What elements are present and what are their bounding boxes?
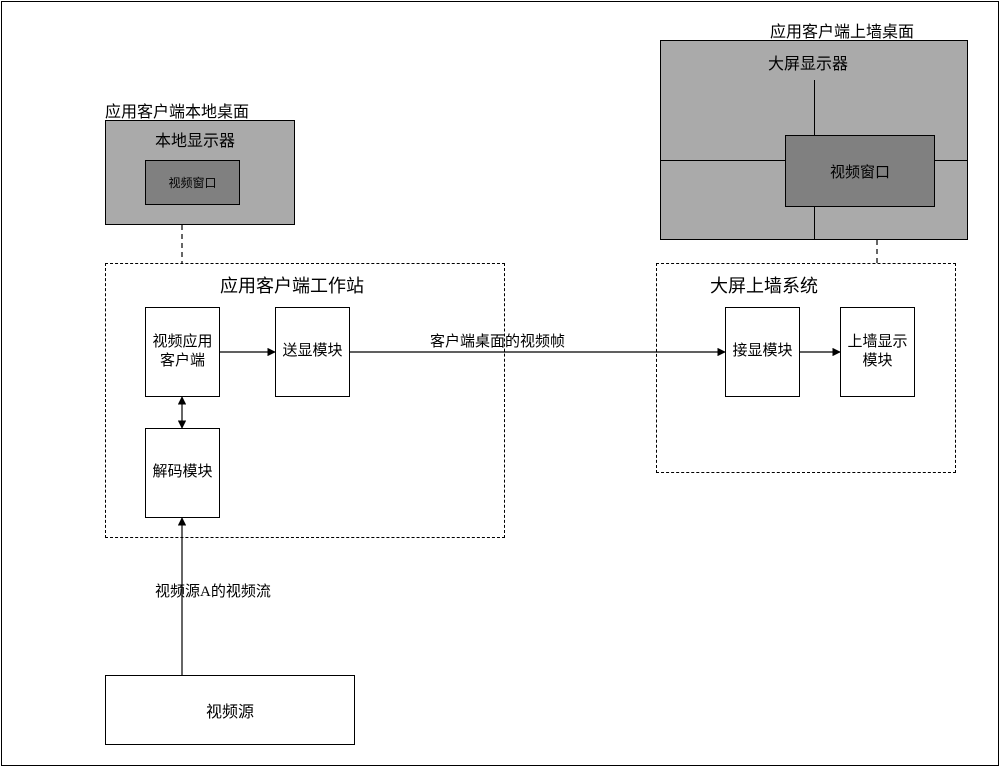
video-source-box: 视频源 <box>105 675 355 745</box>
wall-system-title: 大屏上墙系统 <box>710 272 818 298</box>
video-source-label: 视频源 <box>206 698 254 722</box>
video-client-box: 视频应用客户端 <box>145 307 220 397</box>
edge-label-frames: 客户端桌面的视频帧 <box>430 330 565 351</box>
big-video-window-label: 视频窗口 <box>830 161 890 182</box>
edge-label-stream: 视频源A的视频流 <box>155 580 271 601</box>
wall-display-module-label: 上墙显示模块 <box>841 329 914 376</box>
wall-desktop-caption: 应用客户端上墙桌面 <box>770 18 914 42</box>
receive-module-box: 接显模块 <box>725 307 800 397</box>
local-desktop-caption: 应用客户端本地桌面 <box>105 98 249 122</box>
workstation-title: 应用客户端工作站 <box>220 272 364 298</box>
decode-module-box: 解码模块 <box>145 428 220 518</box>
wall-display-module-box: 上墙显示模块 <box>840 307 915 397</box>
video-client-label: 视频应用客户端 <box>146 329 219 376</box>
local-video-window: 视频窗口 <box>145 160 240 205</box>
big-display-title: 大屏显示器 <box>768 50 848 74</box>
local-video-window-label: 视频窗口 <box>168 174 216 191</box>
receive-module-label: 接显模块 <box>728 338 796 366</box>
diagram-canvas: 应用客户端本地桌面 本地显示器 视频窗口 应用客户端上墙桌面 大屏显示器 视频窗… <box>0 0 1000 767</box>
send-module-label: 送显模块 <box>278 338 346 366</box>
local-display-title: 本地显示器 <box>155 127 235 151</box>
big-video-window: 视频窗口 <box>785 135 935 207</box>
send-module-box: 送显模块 <box>275 307 350 397</box>
decode-module-label: 解码模块 <box>148 459 216 487</box>
